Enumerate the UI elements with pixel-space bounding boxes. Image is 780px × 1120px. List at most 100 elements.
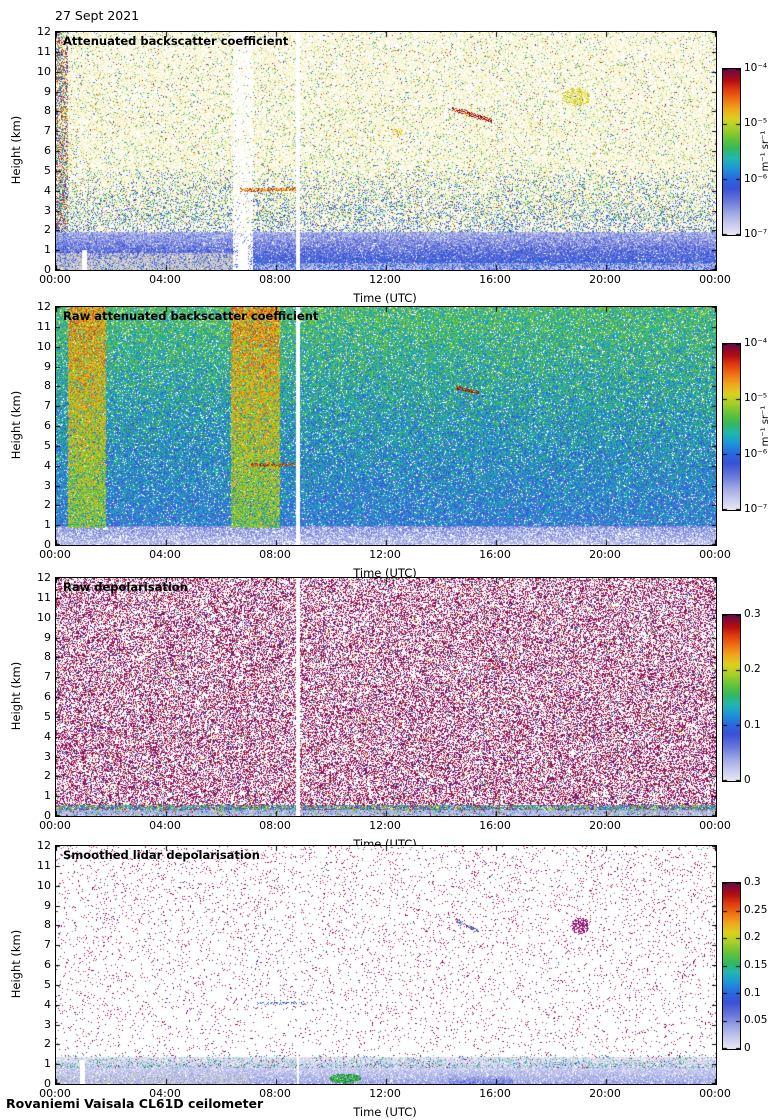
y-tick-label: 7: [44, 670, 51, 683]
plot-raw-depolarisation: Raw depolarisation: [55, 577, 717, 817]
colorbar-tick-label: 10⁻⁷: [744, 228, 768, 240]
y-tick-label: 12: [37, 839, 51, 852]
y-tick-label: 9: [44, 899, 51, 912]
colorbar-tick-label: 0: [744, 774, 751, 786]
colorbar-tick-label: 10⁻⁵: [744, 392, 768, 404]
x-tick-label: 04:00: [149, 1087, 181, 1100]
y-tick-label: 6: [44, 690, 51, 703]
panel-raw-depolarisation: Raw depolarisation Height (km) Time (UTC…: [0, 571, 780, 877]
x-tick-label: 16:00: [479, 273, 511, 286]
y-tick-label: 3: [44, 479, 51, 492]
x-tick-label: 16:00: [479, 819, 511, 832]
y-tick-label: 2: [44, 1037, 51, 1050]
colorbar-tick-label: 10⁻⁷: [744, 503, 768, 515]
colorbar-canvas: [723, 883, 740, 1049]
heatmap-canvas: [56, 32, 716, 270]
x-tick-label: 08:00: [259, 819, 291, 832]
y-tick-label: 10: [37, 611, 51, 624]
x-tick-label: 00:00: [699, 1087, 731, 1100]
heatmap-canvas: [56, 578, 716, 816]
colorbar-tick-label: 0.05: [744, 1014, 768, 1026]
y-tick-label: 0: [44, 538, 51, 551]
y-tick-label: 8: [44, 918, 51, 931]
y-tick-label: 5: [44, 439, 51, 452]
y-tick-label: 6: [44, 144, 51, 157]
colorbar: [722, 343, 741, 511]
colorbar-tick-label: 0.15: [744, 959, 768, 971]
y-tick-label: 5: [44, 164, 51, 177]
colorbar-unit-label: m⁻¹ sr⁻¹: [760, 405, 771, 447]
y-tick-label: 11: [37, 591, 51, 604]
x-tick-label: 16:00: [479, 1087, 511, 1100]
y-tick-label: 5: [44, 978, 51, 991]
y-tick-label: 2: [44, 498, 51, 511]
y-tick-label: 7: [44, 399, 51, 412]
x-tick-label: 00:00: [39, 273, 71, 286]
colorbar: [722, 614, 741, 782]
y-tick-label: 8: [44, 104, 51, 117]
y-tick-label: 9: [44, 85, 51, 98]
x-tick-label: 20:00: [589, 819, 621, 832]
panel-raw-attenuated-backscatter: Raw attenuated backscatter coefficient H…: [0, 300, 780, 606]
x-tick-label: 12:00: [369, 1087, 401, 1100]
y-axis-label: Height (km): [9, 390, 23, 460]
colorbar-unit-label: m⁻¹ sr⁻¹: [760, 130, 771, 172]
colorbar-tick-label: 10⁻⁶: [744, 173, 768, 185]
x-tick-label: 12:00: [369, 548, 401, 561]
y-tick-label: 12: [37, 300, 51, 313]
y-tick-label: 5: [44, 710, 51, 723]
colorbar-tick-label: 10⁻⁶: [744, 448, 768, 460]
colorbar-tick-label: 10⁻⁵: [744, 117, 768, 129]
y-tick-label: 3: [44, 204, 51, 217]
y-tick-label: 6: [44, 419, 51, 432]
heatmap-canvas: [56, 307, 716, 545]
colorbar-tick-label: 0.2: [744, 663, 761, 675]
y-tick-label: 4: [44, 998, 51, 1011]
colorbar-canvas: [723, 69, 740, 235]
x-tick-label: 20:00: [589, 548, 621, 561]
x-tick-label: 20:00: [589, 273, 621, 286]
y-tick-label: 9: [44, 631, 51, 644]
x-tick-label: 08:00: [259, 273, 291, 286]
colorbar-canvas: [723, 615, 740, 781]
panel-title: Raw depolarisation: [63, 580, 188, 594]
y-tick-label: 3: [44, 1018, 51, 1031]
x-tick-label: 00:00: [39, 548, 71, 561]
colorbar-tick-label: 10⁻⁴: [744, 62, 768, 74]
panel-smoothed-depolarisation: Smoothed lidar depolarisation Height (km…: [0, 839, 780, 1120]
x-axis-label: Time (UTC): [353, 291, 417, 305]
x-tick-label: 00:00: [699, 273, 731, 286]
colorbar: [722, 882, 741, 1050]
x-tick-label: 04:00: [149, 819, 181, 832]
heatmap-canvas: [56, 846, 716, 1084]
colorbar-tick-label: 0.3: [744, 876, 761, 888]
y-tick-label: 4: [44, 730, 51, 743]
x-tick-label: 04:00: [149, 273, 181, 286]
y-tick-label: 9: [44, 360, 51, 373]
x-tick-label: 08:00: [259, 548, 291, 561]
y-axis-label: Height (km): [9, 115, 23, 185]
colorbar-tick-label: 0.1: [744, 987, 761, 999]
panel-title: Attenuated backscatter coefficient: [63, 34, 289, 48]
y-axis-label: Height (km): [9, 661, 23, 731]
plot-attenuated-backscatter: Attenuated backscatter coefficient: [55, 31, 717, 271]
x-tick-label: 00:00: [39, 1087, 71, 1100]
y-tick-label: 4: [44, 459, 51, 472]
x-tick-label: 00:00: [699, 548, 731, 561]
y-tick-label: 11: [37, 320, 51, 333]
x-tick-label: 04:00: [149, 548, 181, 561]
colorbar: [722, 68, 741, 236]
y-tick-label: 10: [37, 65, 51, 78]
y-tick-label: 11: [37, 45, 51, 58]
colorbar-tick-label: 0.1: [744, 719, 761, 731]
panel-title: Raw attenuated backscatter coefficient: [63, 309, 319, 323]
date-label: 27 Sept 2021: [55, 8, 140, 23]
x-tick-label: 00:00: [699, 819, 731, 832]
x-tick-label: 20:00: [589, 1087, 621, 1100]
y-tick-label: 7: [44, 938, 51, 951]
y-tick-label: 4: [44, 184, 51, 197]
y-tick-label: 10: [37, 340, 51, 353]
y-tick-label: 12: [37, 571, 51, 584]
colorbar-tick-label: 0.3: [744, 608, 761, 620]
